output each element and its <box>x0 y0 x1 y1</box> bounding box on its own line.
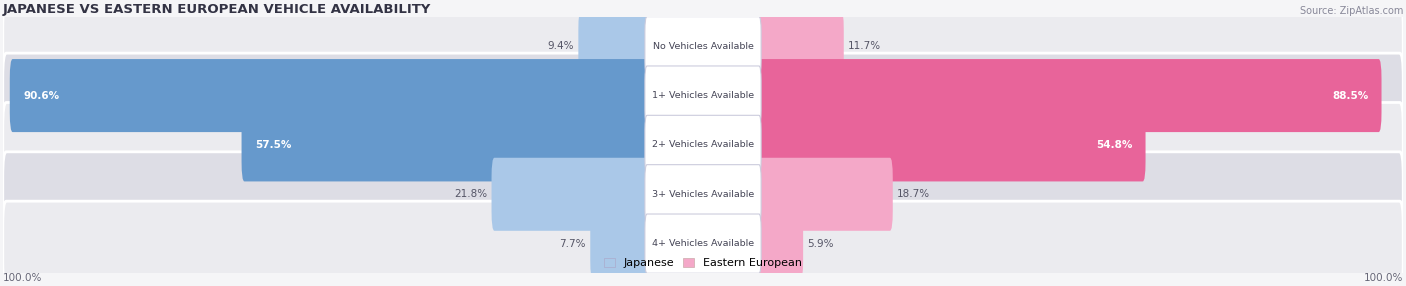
FancyBboxPatch shape <box>756 59 1382 132</box>
Text: Source: ZipAtlas.com: Source: ZipAtlas.com <box>1301 6 1403 16</box>
Text: 7.7%: 7.7% <box>560 239 586 249</box>
FancyBboxPatch shape <box>591 207 650 280</box>
FancyBboxPatch shape <box>3 53 1403 138</box>
Text: 100.0%: 100.0% <box>1364 273 1403 283</box>
FancyBboxPatch shape <box>645 214 761 273</box>
FancyBboxPatch shape <box>756 108 1146 181</box>
Text: 5.9%: 5.9% <box>807 239 834 249</box>
Text: 21.8%: 21.8% <box>454 189 488 199</box>
FancyBboxPatch shape <box>756 158 893 231</box>
FancyBboxPatch shape <box>10 59 650 132</box>
FancyBboxPatch shape <box>3 4 1403 89</box>
FancyBboxPatch shape <box>578 10 650 83</box>
FancyBboxPatch shape <box>756 10 844 83</box>
Text: 57.5%: 57.5% <box>254 140 291 150</box>
FancyBboxPatch shape <box>645 66 761 125</box>
Text: 90.6%: 90.6% <box>22 91 59 101</box>
Text: JAPANESE VS EASTERN EUROPEAN VEHICLE AVAILABILITY: JAPANESE VS EASTERN EUROPEAN VEHICLE AVA… <box>3 3 432 16</box>
Legend: Japanese, Eastern European: Japanese, Eastern European <box>599 253 807 273</box>
FancyBboxPatch shape <box>242 108 650 181</box>
Text: 18.7%: 18.7% <box>897 189 931 199</box>
Text: No Vehicles Available: No Vehicles Available <box>652 42 754 51</box>
FancyBboxPatch shape <box>645 17 761 76</box>
FancyBboxPatch shape <box>492 158 650 231</box>
Text: 9.4%: 9.4% <box>548 41 574 51</box>
Text: 54.8%: 54.8% <box>1095 140 1132 150</box>
FancyBboxPatch shape <box>3 152 1403 237</box>
Text: 1+ Vehicles Available: 1+ Vehicles Available <box>652 91 754 100</box>
Text: 2+ Vehicles Available: 2+ Vehicles Available <box>652 140 754 149</box>
Text: 11.7%: 11.7% <box>848 41 882 51</box>
Text: 88.5%: 88.5% <box>1331 91 1368 101</box>
Text: 3+ Vehicles Available: 3+ Vehicles Available <box>652 190 754 199</box>
FancyBboxPatch shape <box>645 115 761 174</box>
Text: 100.0%: 100.0% <box>3 273 42 283</box>
FancyBboxPatch shape <box>3 102 1403 187</box>
FancyBboxPatch shape <box>3 201 1403 286</box>
FancyBboxPatch shape <box>645 165 761 224</box>
FancyBboxPatch shape <box>756 207 803 280</box>
Text: 4+ Vehicles Available: 4+ Vehicles Available <box>652 239 754 248</box>
